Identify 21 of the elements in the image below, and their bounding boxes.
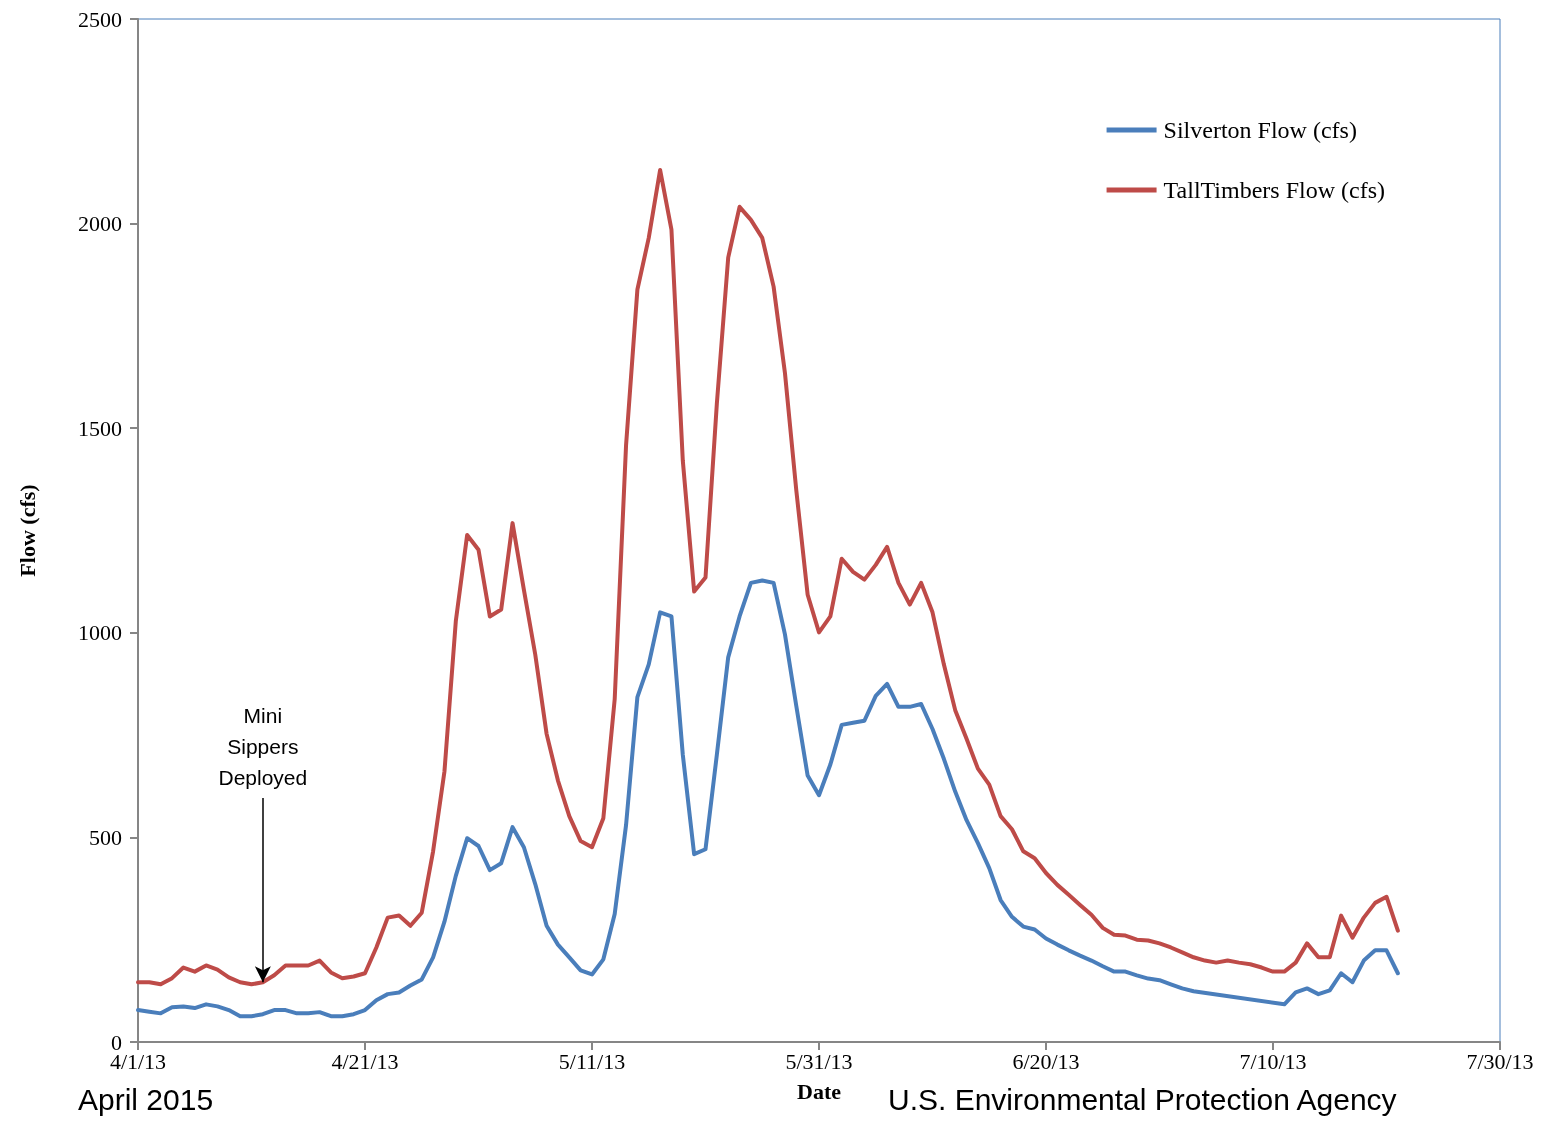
x-tick-label: 4/21/13 [331, 1048, 399, 1074]
text: April 2015 [78, 1082, 214, 1116]
x-tick-label: 7/30/13 [1466, 1048, 1534, 1074]
y-tick-label: 500 [89, 824, 122, 850]
x-axis-title: Date [797, 1078, 842, 1104]
y-tick-label: 2500 [78, 6, 122, 32]
y-tick-label: 0 [111, 1029, 122, 1055]
x-tick-label: 6/20/13 [1012, 1048, 1080, 1074]
x-tick-label: 7/10/13 [1239, 1048, 1307, 1074]
y-axis-title: Flow (cfs) [14, 484, 40, 577]
annotation: Mini Sippers Deployed [218, 704, 308, 790]
y-tick-label: 1500 [78, 415, 122, 441]
line-series [136, 167, 1400, 987]
legend-label: Silverton Flow (cfs) [1163, 117, 1357, 143]
x-tick-label: 5/11/13 [558, 1048, 626, 1074]
y-tick-label: 1000 [78, 620, 122, 646]
text: U.S. Environmental Protection Agency [888, 1082, 1397, 1116]
x-tick-label: 5/31/13 [785, 1048, 853, 1074]
y-tick-label: 2000 [78, 211, 122, 237]
line-series [136, 578, 1400, 1019]
legend-label: TallTimbers Flow (cfs) [1163, 177, 1386, 203]
